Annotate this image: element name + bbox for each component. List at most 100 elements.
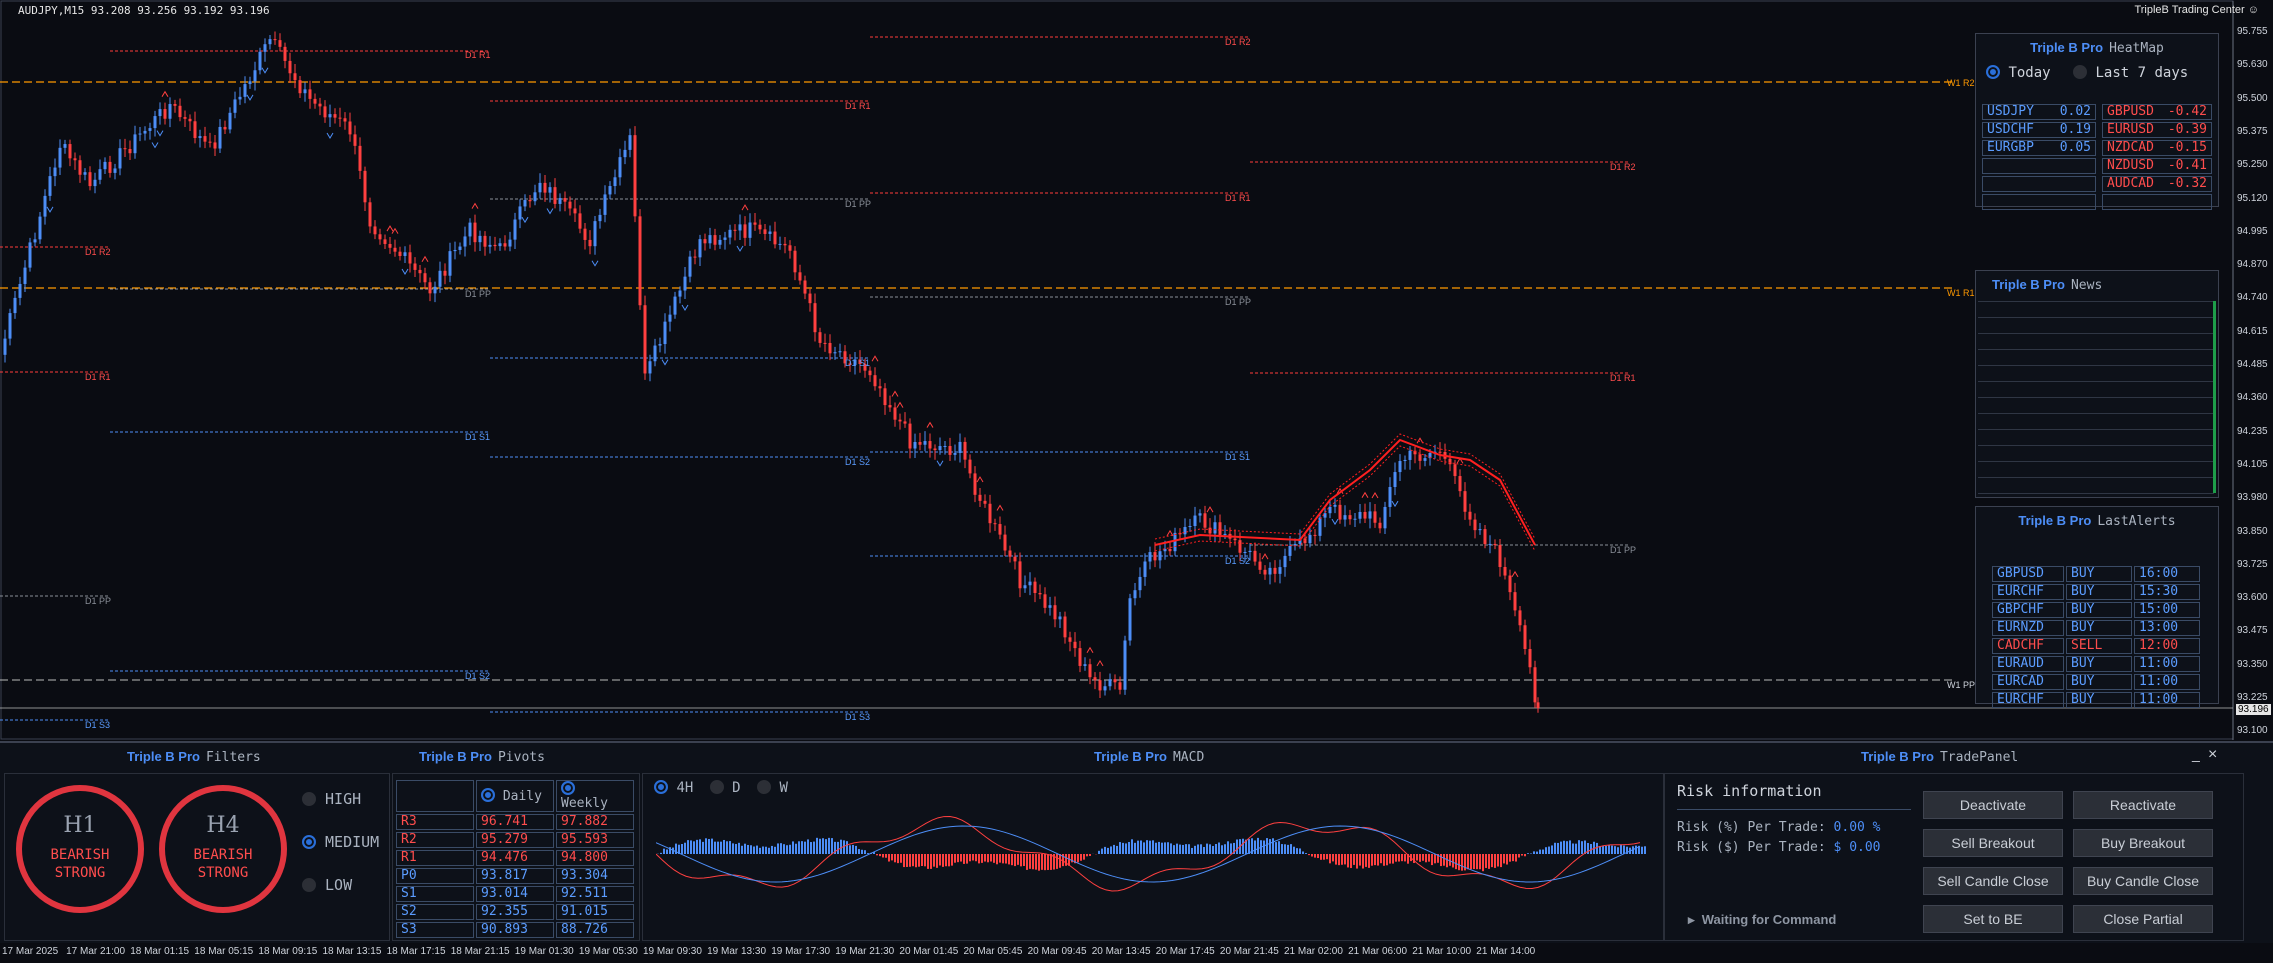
candle-body	[1123, 640, 1127, 690]
last-7-days-radio[interactable]: Last 7 days	[2073, 65, 2188, 81]
macd-title: Triple B Pro MACD	[1094, 749, 1205, 765]
news-panel: Triple B Pro News	[1975, 270, 2219, 498]
buy-arrow-icon	[326, 132, 334, 140]
impact-low-radio[interactable]: LOW	[302, 876, 352, 894]
buy-arrow-icon	[46, 206, 54, 213]
news-title: Triple B Pro News	[1992, 277, 2103, 293]
candle-body	[58, 147, 62, 168]
heatmap-cell-empty	[1982, 158, 2096, 174]
sell-candle-close-button[interactable]: Sell Candle Close	[1923, 867, 2063, 895]
deactivate-button[interactable]: Deactivate	[1923, 791, 2063, 819]
daily-header[interactable]: Daily	[476, 780, 554, 812]
candle-body	[1353, 518, 1357, 520]
candle-body	[1068, 637, 1072, 642]
candle-body	[1083, 664, 1087, 666]
candle-body	[1513, 592, 1517, 611]
macd-line	[656, 816, 1641, 892]
alerts-table: GBPUSD BUY 16:00 EURCHF BUY 15:30 GBPCHF BUY 15:…	[1990, 564, 2202, 710]
price-tick: 94.870	[2237, 259, 2268, 271]
candle-body	[798, 272, 802, 281]
weekly-header[interactable]: Weekly	[556, 780, 634, 812]
macd-timeframe-selector[interactable]: 4H D W	[654, 780, 788, 796]
sell-breakout-button[interactable]: Sell Breakout	[1923, 829, 2063, 857]
candle-body	[933, 448, 937, 451]
candle-body	[1278, 567, 1282, 574]
candle-body	[1368, 511, 1372, 519]
candle-body	[943, 445, 947, 447]
price-tick: 94.615	[2237, 325, 2268, 337]
candle-body	[473, 222, 477, 243]
candle-body	[728, 229, 732, 238]
candle-body	[1148, 552, 1152, 562]
tradepanel-title: Triple B Pro TradePanel	[1861, 749, 2019, 765]
candle-body	[1498, 545, 1502, 567]
today-radio[interactable]: Today	[1986, 65, 2051, 81]
sell-arrow-icon	[1361, 491, 1369, 498]
candle-body	[368, 202, 372, 227]
candle-body	[628, 135, 632, 150]
time-tick: 19 Mar 01:30	[514, 946, 574, 957]
candle-body	[1058, 616, 1062, 620]
candle-body	[1438, 451, 1442, 453]
macd-tf-d[interactable]: D	[709, 780, 741, 796]
candle-body	[1288, 545, 1292, 556]
time-tick: 21 Mar 10:00	[1412, 946, 1472, 957]
candle-body	[918, 441, 922, 445]
macd-tf-4h[interactable]: 4H	[654, 780, 693, 796]
reactivate-button[interactable]: Reactivate	[2073, 791, 2213, 819]
alert-row: EURCAD BUY 11:00	[1992, 674, 2200, 690]
time-tick: 17 Mar 21:00	[66, 946, 126, 957]
candle-body	[373, 226, 377, 235]
heatmap-cell-empty	[2102, 194, 2212, 210]
candle-body	[1428, 452, 1432, 459]
candle-body	[753, 222, 757, 225]
candle-body	[1263, 569, 1267, 575]
h1-bias: BEARISH	[50, 847, 110, 863]
candle-body	[298, 80, 302, 94]
candle-body	[308, 89, 312, 99]
price-tick: 93.350	[2237, 658, 2268, 670]
sell-arrow-icon	[1261, 553, 1269, 560]
close-button[interactable]: ×	[2208, 746, 2218, 763]
candle-body	[713, 235, 717, 245]
close-partial-button[interactable]: Close Partial	[2073, 905, 2213, 933]
candle-body	[948, 445, 952, 455]
buy-candle-close-button[interactable]: Buy Candle Close	[2073, 867, 2213, 895]
macd-tf-w[interactable]: W	[757, 780, 788, 796]
news-row	[1978, 334, 2214, 350]
candle-body	[273, 39, 277, 41]
candle-body	[1338, 504, 1342, 520]
candle-body	[138, 133, 142, 135]
pivot-row: P0 93.817 93.304	[396, 868, 634, 884]
set-to-be-button[interactable]: Set to BE	[1923, 905, 2063, 933]
candle-body	[1163, 548, 1167, 552]
candle-body	[688, 256, 692, 277]
candle-body	[603, 194, 607, 215]
candle-body	[1158, 551, 1162, 561]
minimize-button[interactable]: _	[2192, 746, 2200, 762]
candle-body	[468, 222, 472, 237]
candle-body	[383, 239, 387, 244]
candle-body	[488, 244, 492, 247]
candle-body	[423, 273, 427, 283]
candle-body	[38, 216, 42, 240]
buy-arrow-icon	[1331, 518, 1339, 526]
candle-body	[818, 332, 822, 343]
level-d1s1-label: D1 S1	[845, 358, 871, 368]
h1-strength: STRONG	[54, 865, 106, 881]
impact-medium-radio[interactable]: MEDIUM	[302, 833, 379, 851]
buy-breakout-button[interactable]: Buy Breakout	[2073, 829, 2213, 857]
level-d1r1-label: D1 R1	[1225, 193, 1251, 203]
time-tick: 19 Mar 17:30	[771, 946, 831, 957]
candle-body	[313, 98, 317, 104]
candle-body	[1503, 566, 1507, 576]
heatmap-cell: EURGBP 0.05	[1982, 140, 2096, 156]
candle-body	[1073, 641, 1077, 649]
news-scrollbar[interactable]	[2213, 301, 2216, 493]
candle-body	[858, 359, 862, 364]
candle-body	[828, 342, 832, 354]
impact-high-radio[interactable]: HIGH	[302, 790, 361, 808]
candle-body	[118, 148, 122, 169]
symbol-info: AUDJPY,M15 93.208 93.256 93.192 93.196	[18, 4, 270, 17]
